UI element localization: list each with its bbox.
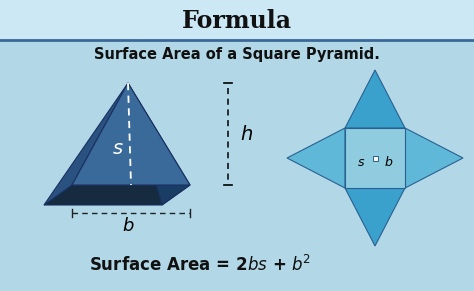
Polygon shape	[128, 83, 190, 205]
Text: $\it{b}$: $\it{b}$	[384, 155, 394, 169]
Text: $\it{s}$: $\it{s}$	[112, 139, 124, 157]
Polygon shape	[44, 185, 190, 205]
Text: Formula: Formula	[182, 9, 292, 33]
Text: Surface Area = 2$\it{b}\it{s}$ + $\it{b}$$^2$: Surface Area = 2$\it{b}\it{s}$ + $\it{b}…	[89, 255, 311, 275]
Text: Surface Area of a Square Pyramid.: Surface Area of a Square Pyramid.	[94, 47, 380, 63]
Text: $\it{h}$: $\it{h}$	[240, 125, 253, 145]
Polygon shape	[345, 128, 405, 188]
FancyBboxPatch shape	[0, 0, 474, 40]
Text: $\it{s}$: $\it{s}$	[357, 155, 365, 168]
Text: $\it{b}$: $\it{b}$	[122, 217, 134, 235]
Polygon shape	[405, 128, 463, 188]
Polygon shape	[373, 156, 378, 161]
Polygon shape	[44, 83, 128, 205]
Polygon shape	[345, 188, 405, 246]
Polygon shape	[287, 128, 345, 188]
Polygon shape	[72, 83, 190, 185]
Polygon shape	[345, 70, 405, 128]
